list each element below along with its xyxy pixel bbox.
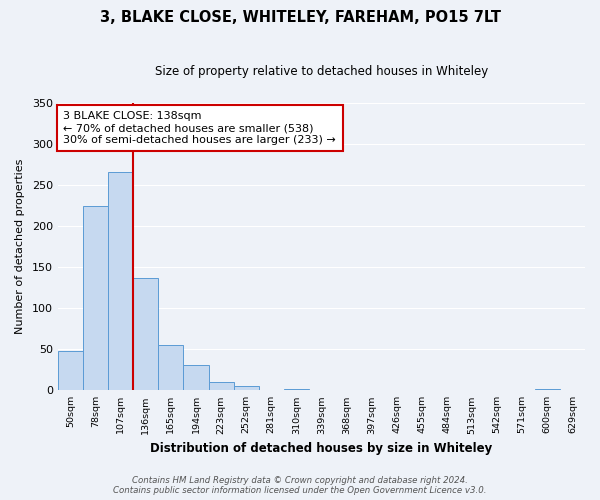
- X-axis label: Distribution of detached houses by size in Whiteley: Distribution of detached houses by size …: [151, 442, 493, 455]
- Bar: [133, 278, 158, 390]
- Title: Size of property relative to detached houses in Whiteley: Size of property relative to detached ho…: [155, 65, 488, 78]
- Y-axis label: Number of detached properties: Number of detached properties: [15, 159, 25, 334]
- Text: 3 BLAKE CLOSE: 138sqm
← 70% of detached houses are smaller (538)
30% of semi-det: 3 BLAKE CLOSE: 138sqm ← 70% of detached …: [63, 112, 336, 144]
- Text: 3, BLAKE CLOSE, WHITELEY, FAREHAM, PO15 7LT: 3, BLAKE CLOSE, WHITELEY, FAREHAM, PO15 …: [100, 10, 500, 25]
- Bar: [284, 388, 309, 390]
- Bar: [209, 382, 233, 390]
- Bar: [158, 345, 184, 391]
- Bar: [108, 172, 133, 390]
- Bar: [58, 351, 83, 391]
- Bar: [535, 388, 560, 390]
- Text: Contains HM Land Registry data © Crown copyright and database right 2024.
Contai: Contains HM Land Registry data © Crown c…: [113, 476, 487, 495]
- Bar: [83, 206, 108, 390]
- Bar: [233, 386, 259, 390]
- Bar: [184, 365, 209, 390]
